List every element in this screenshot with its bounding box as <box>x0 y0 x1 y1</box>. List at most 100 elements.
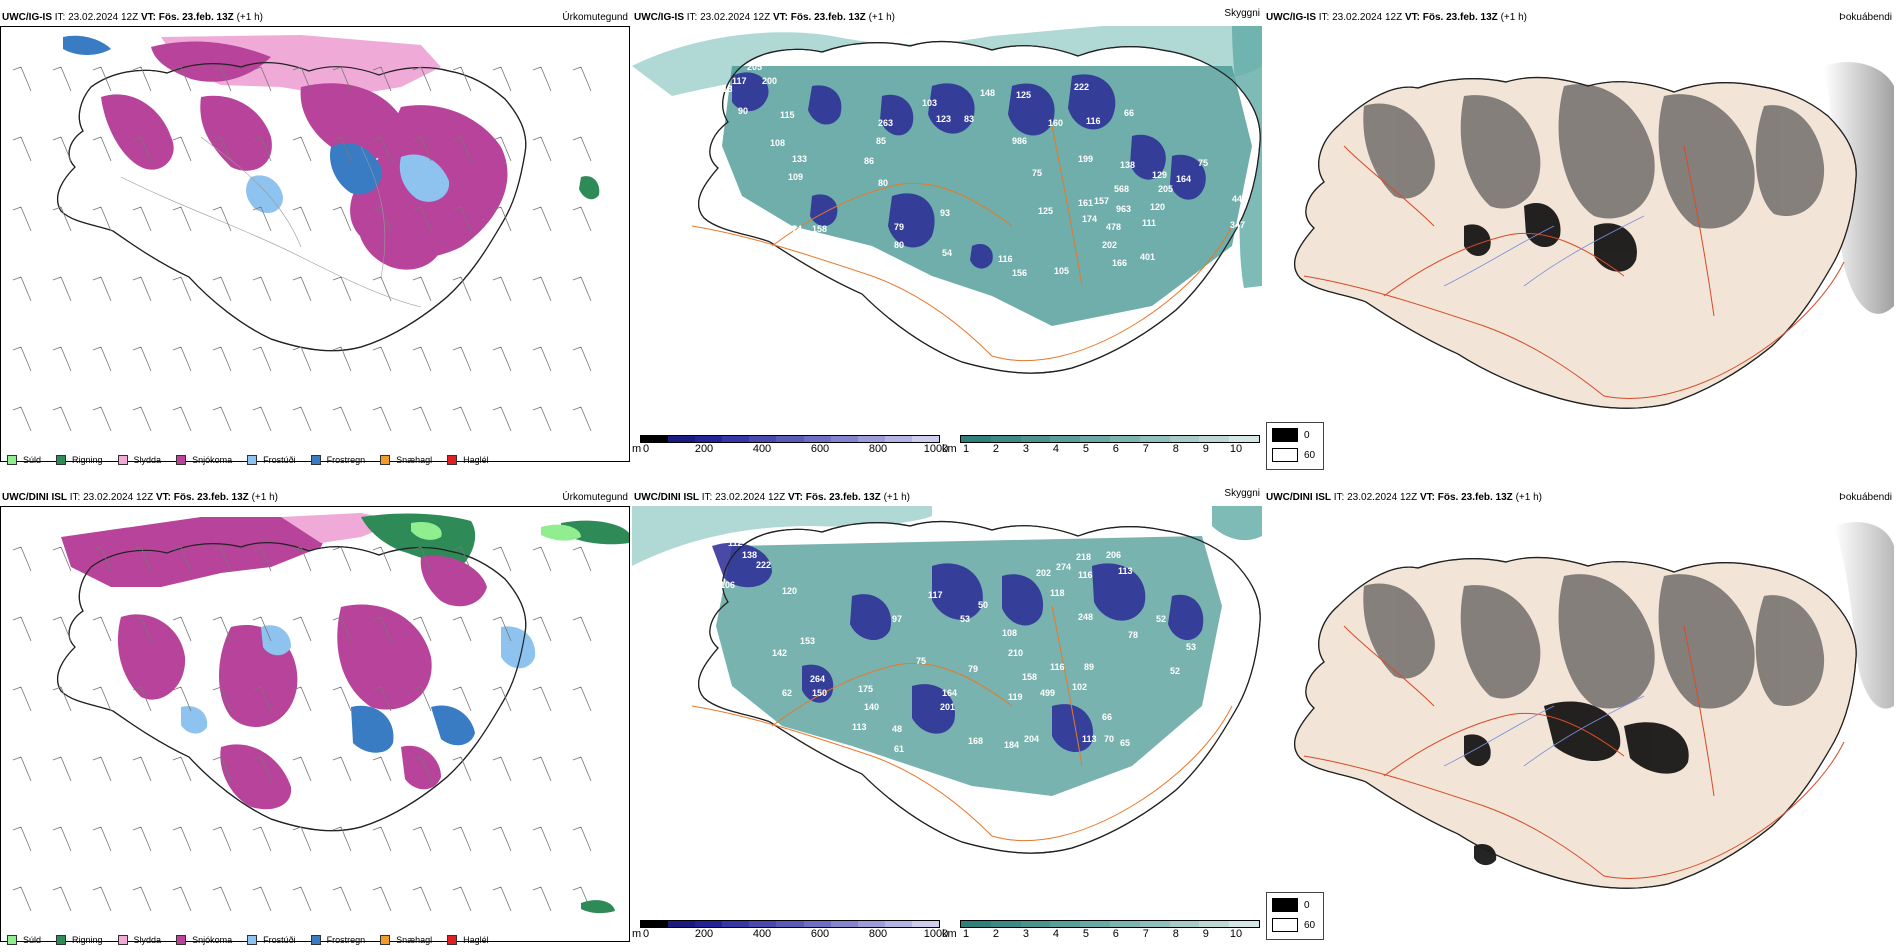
svg-text:80: 80 <box>894 240 904 250</box>
very-low-visibility-areas <box>732 72 1206 269</box>
svg-text:205: 205 <box>1158 184 1173 194</box>
svg-text:53: 53 <box>1186 642 1196 652</box>
precip-legend: Súld Rigning Slydda Snjókoma Frostúði Fr… <box>7 932 504 948</box>
legend-item: Snæhagl <box>380 935 432 945</box>
model-name: UWC/IG-IS <box>1266 12 1316 23</box>
svg-text:86: 86 <box>864 156 874 166</box>
svg-text:174: 174 <box>1082 214 1097 224</box>
legend-swatch <box>310 455 321 465</box>
lead-time: (+1 h) <box>1500 12 1527 23</box>
m-ticks: 0 200 400 600 800 1000 <box>642 928 949 940</box>
svg-text:168: 168 <box>968 736 983 746</box>
fog-map-svg <box>1293 522 1894 889</box>
svg-text:66: 66 <box>1102 712 1112 722</box>
svg-text:70: 70 <box>1104 734 1114 744</box>
model-name: UWC/IG-IS <box>634 12 684 23</box>
low-visibility-area <box>722 66 1252 326</box>
svg-text:148: 148 <box>980 88 995 98</box>
lead-time: (+1 h) <box>236 12 263 23</box>
lead-time: (+1 h) <box>251 492 278 503</box>
visibility-map: 112 138 222 402 106 120 97 153 142 62 15… <box>632 506 1262 942</box>
visibility-km-scale: km 1 2 3 4 5 6 7 8 9 10 <box>942 435 1262 467</box>
svg-text:248: 248 <box>1078 612 1093 622</box>
visibility-panel-top: UWC/IG-IS IT: 23.02.2024 12Z VT: Fös. 23… <box>632 8 1262 462</box>
svg-text:116: 116 <box>998 254 1013 264</box>
visibility-panel-bottom: UWC/DINI ISL IT: 23.02.2024 12Z VT: Fös.… <box>632 488 1262 942</box>
legend-item: Snjókoma <box>176 455 232 465</box>
svg-text:75: 75 <box>1198 158 1208 168</box>
init-time: 23.02.2024 12Z <box>715 492 786 503</box>
svg-text:347: 347 <box>1230 220 1245 230</box>
visibility-m-scale: m 0 200 400 600 800 1000 <box>632 435 948 467</box>
svg-text:164: 164 <box>942 688 957 698</box>
svg-text:161: 161 <box>1078 198 1093 208</box>
legend-swatch <box>447 935 458 945</box>
fog-map <box>1264 26 1894 462</box>
legend-item: Slydda <box>117 455 161 465</box>
fog-index-areas <box>1363 574 1825 709</box>
rain-area <box>561 520 629 545</box>
snow-area <box>101 94 174 170</box>
legend-item: Súld <box>7 455 41 465</box>
svg-text:83: 83 <box>964 114 974 124</box>
legend-swatch <box>176 455 187 465</box>
svg-text:153: 153 <box>800 636 815 646</box>
svg-text:116: 116 <box>1050 662 1065 672</box>
legend-swatch <box>1272 898 1298 912</box>
freezing-rain-area <box>329 143 382 195</box>
svg-text:160: 160 <box>1048 118 1063 128</box>
svg-text:102: 102 <box>1072 682 1087 692</box>
svg-text:75: 75 <box>916 656 926 666</box>
svg-text:25: 25 <box>914 300 924 310</box>
svg-text:65: 65 <box>1120 738 1130 748</box>
fog-panel-bottom: UWC/DINI ISL IT: 23.02.2024 12Z VT: Fös.… <box>1264 490 1894 942</box>
legend-swatch <box>7 455 17 465</box>
svg-text:75: 75 <box>1032 168 1042 178</box>
drizzle-area <box>411 521 442 540</box>
svg-text:142: 142 <box>772 648 787 658</box>
svg-text:76: 76 <box>826 748 836 758</box>
freezing-rain-area <box>431 705 475 746</box>
fog-sea-area <box>1824 62 1894 314</box>
svg-text:210: 210 <box>1008 648 1023 658</box>
legend-swatch <box>7 935 17 945</box>
svg-text:206: 206 <box>1106 550 1121 560</box>
freezing-rain-area <box>351 705 394 753</box>
roads <box>691 605 1233 842</box>
fog-legend-row: 0 <box>1272 428 1310 442</box>
svg-text:48: 48 <box>892 724 902 734</box>
valid-time: Fös. 23.feb. 13Z <box>805 492 881 503</box>
legend-swatch <box>380 455 391 465</box>
model-name: UWC/IG-IS <box>2 12 52 23</box>
freezing-drizzle-area <box>501 626 536 669</box>
field-name: Úrkomutegund <box>562 12 628 23</box>
snow-area <box>357 193 443 270</box>
svg-text:158: 158 <box>812 224 827 234</box>
svg-text:175: 175 <box>858 684 873 694</box>
rivers <box>1443 215 1645 287</box>
svg-text:123: 123 <box>936 114 951 124</box>
svg-text:103: 103 <box>922 98 937 108</box>
svg-text:113: 113 <box>1082 734 1097 744</box>
svg-text:74: 74 <box>792 224 802 234</box>
legend-swatch <box>380 935 391 945</box>
field-name: Skyggni <box>1224 488 1260 499</box>
svg-text:138: 138 <box>742 550 757 560</box>
km-unit: km <box>942 443 957 455</box>
svg-text:61: 61 <box>894 744 904 754</box>
svg-text:125: 125 <box>1038 206 1053 216</box>
rain-area <box>361 513 476 567</box>
km-ticks: 1 2 3 4 5 6 7 8 9 10 <box>962 443 1243 455</box>
legend-item: Frostregn <box>310 935 365 945</box>
svg-text:79: 79 <box>968 664 978 674</box>
m-unit: m <box>632 443 642 455</box>
svg-text:118: 118 <box>1050 588 1065 598</box>
svg-text:158: 158 <box>1022 672 1037 682</box>
panel-header: UWC/DINI ISL IT: 23.02.2024 12Z VT: Fös.… <box>634 488 1260 503</box>
init-time: 23.02.2024 12Z <box>83 492 154 503</box>
svg-text:222: 222 <box>756 560 771 570</box>
svg-text:89: 89 <box>1084 662 1094 672</box>
freezing-drizzle-area <box>399 154 450 202</box>
svg-text:108: 108 <box>770 138 785 148</box>
roads <box>120 136 422 308</box>
